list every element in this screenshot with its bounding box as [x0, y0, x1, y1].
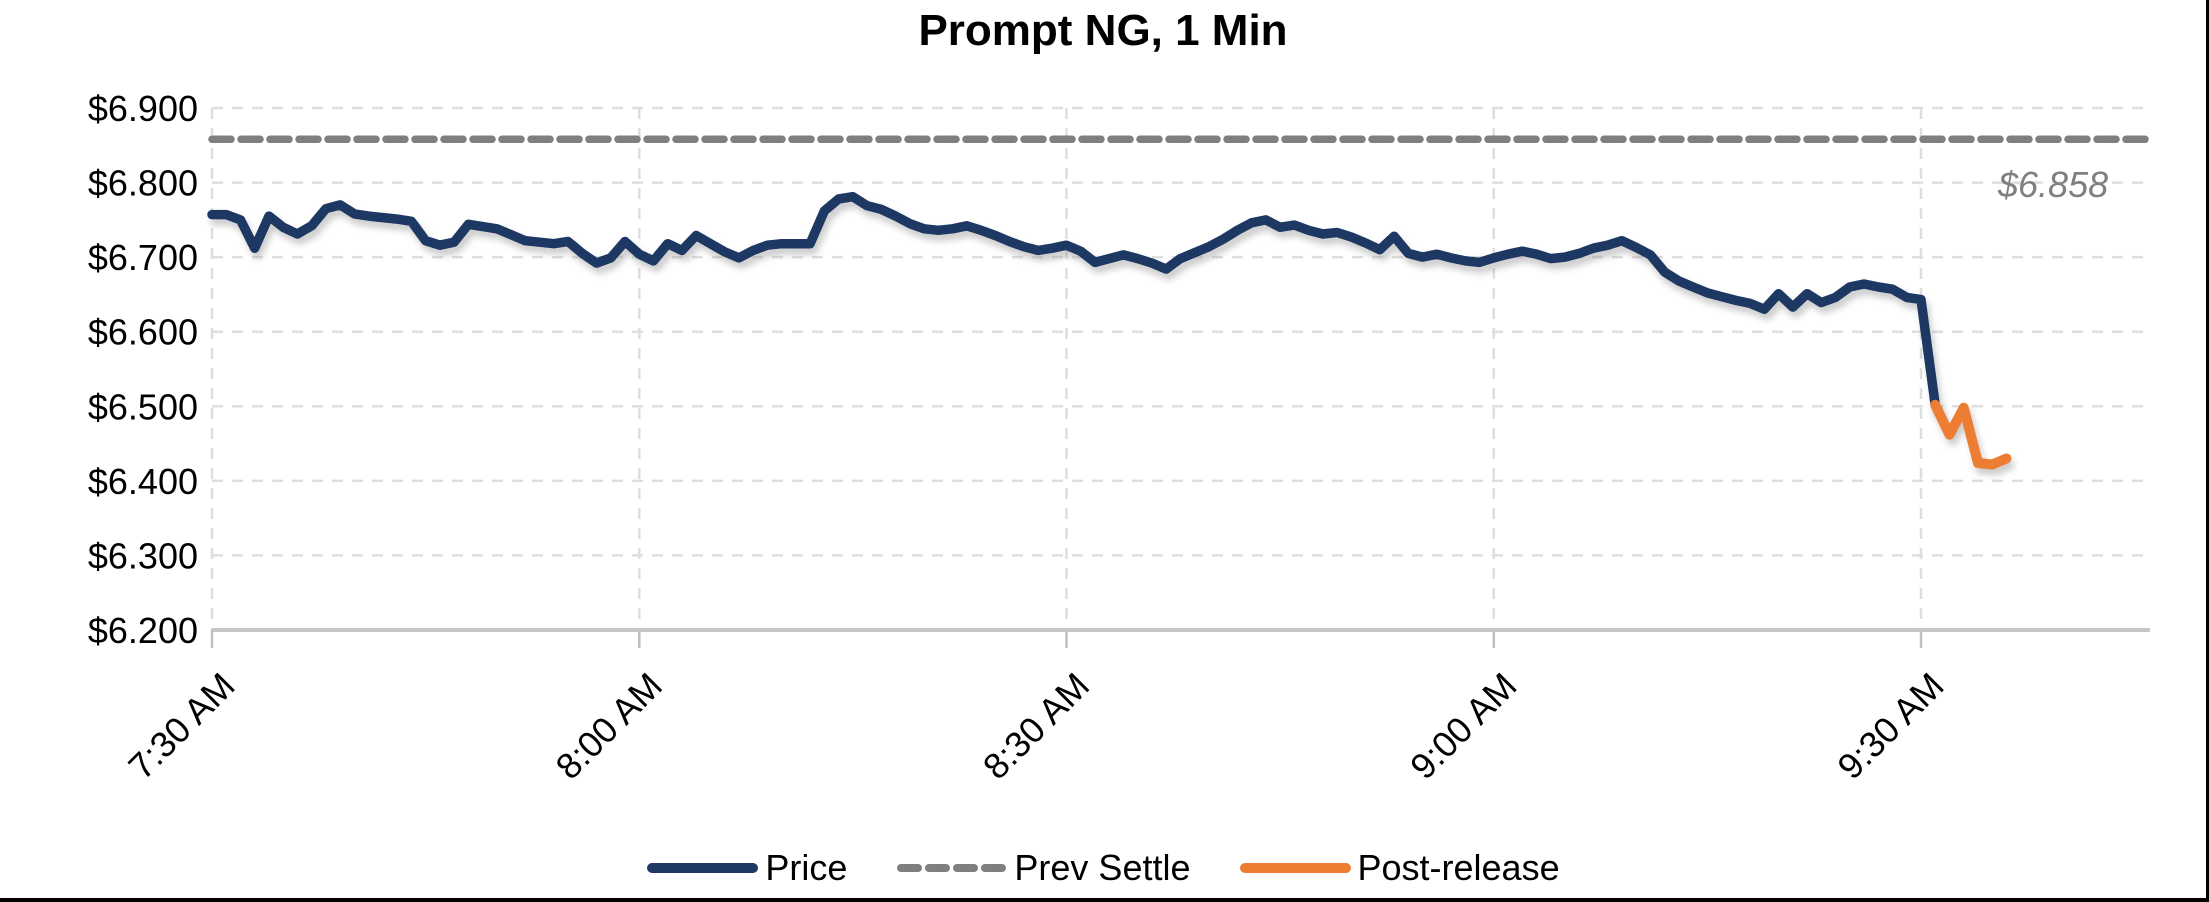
y-tick-label: $6.200	[88, 610, 198, 651]
legend-label-prev-settle: Prev Settle	[1014, 847, 1191, 888]
legend-label-price: Price	[765, 847, 848, 888]
legend-item-price: Price	[646, 847, 847, 889]
price-line	[207, 191, 1940, 410]
y-tick-label: $6.800	[88, 163, 198, 204]
legend-item-prev-settle: Prev Settle	[895, 847, 1191, 889]
legend: Price Prev Settle Post-release	[0, 842, 2206, 894]
post-release-line	[1930, 399, 2012, 470]
y-tick-label: $6.900	[88, 88, 198, 129]
price-line-swatch-icon	[647, 863, 759, 873]
prev-settle-line-swatch-icon	[897, 864, 1007, 872]
post-release-line-swatch-icon	[1239, 863, 1351, 873]
x-tick-label: 8:30 AM	[975, 665, 1097, 787]
x-tick-label: 7:30 AM	[120, 665, 242, 787]
y-tick-label: $6.300	[88, 535, 198, 576]
legend-label-post-release: Post-release	[1357, 847, 1560, 888]
x-tick-label: 9:30 AM	[1829, 665, 1951, 787]
chart-title: Prompt NG, 1 Min	[918, 6, 1288, 55]
y-tick-label: $6.700	[88, 237, 198, 278]
y-tick-label: $6.500	[88, 386, 198, 427]
x-tick-label: 8:00 AM	[548, 665, 670, 787]
settle-annotation: $6.858	[1998, 164, 2109, 205]
legend-item-post-release: Post-release	[1239, 847, 1560, 889]
y-tick-label: $6.600	[88, 312, 198, 353]
x-tick-label: 9:00 AM	[1402, 665, 1524, 787]
y-tick-label: $6.400	[88, 461, 198, 502]
